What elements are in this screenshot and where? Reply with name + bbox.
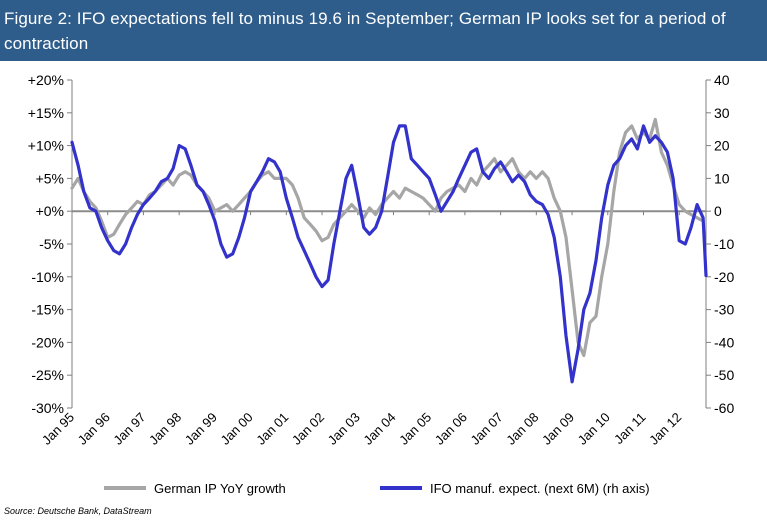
right-tick-label: -50	[714, 367, 734, 383]
x-tick-label: Jan 10	[575, 410, 613, 448]
x-tick-label: Jan 07	[468, 410, 506, 448]
right-tick-label: 30	[714, 105, 730, 121]
x-tick-label: Jan 05	[396, 410, 434, 448]
left-tick-label: -10%	[31, 269, 64, 285]
x-tick-label: Jan 06	[432, 410, 470, 448]
left-tick-label: -25%	[31, 367, 64, 383]
right-tick-label: -60	[714, 400, 734, 416]
x-tick-label: Jan 11	[611, 410, 649, 448]
left-tick-label: +10%	[28, 138, 64, 154]
legend-label: IFO manuf. expect. (next 6M) (rh axis)	[430, 481, 650, 496]
legend-item-german-ip: German IP YoY growth	[104, 481, 286, 496]
left-tick-label: +15%	[28, 105, 64, 121]
right-tick-label: 40	[714, 72, 730, 88]
x-tick-label: Jan 03	[325, 410, 363, 448]
series-line-german-ip	[70, 117, 705, 358]
left-tick-label: +5%	[36, 170, 64, 186]
x-tick-label: Jan 09	[539, 410, 577, 448]
x-tick-label: Jan 99	[182, 410, 220, 448]
right-tick-label: 10	[714, 170, 730, 186]
x-tick-label: Jan 97	[110, 410, 148, 448]
right-tick-label: -20	[714, 269, 734, 285]
x-tick-label: Jan 98	[146, 410, 184, 448]
right-tick-label: 0	[714, 203, 722, 219]
series-line-ifo-expectations	[70, 124, 708, 384]
legend: German IP YoY growth IFO manuf. expect. (…	[104, 481, 650, 496]
x-tick-label: Jan 08	[503, 410, 541, 448]
axes	[67, 79, 711, 409]
x-tick-label: Jan 12	[646, 410, 684, 448]
x-tick-label: Jan 04	[360, 410, 398, 448]
right-tick-label: -40	[714, 334, 734, 350]
legend-item-ifo: IFO manuf. expect. (next 6M) (rh axis)	[380, 481, 650, 496]
left-tick-label: -30%	[31, 400, 64, 416]
chart-title: Figure 2: IFO expectations fell to minus…	[4, 9, 726, 53]
x-tick-label: Jan 00	[217, 410, 255, 448]
x-tick-label: Jan 96	[75, 410, 113, 448]
right-tick-label: -30	[714, 302, 734, 318]
x-tick-label: Jan 02	[289, 410, 327, 448]
right-tick-label: 20	[714, 138, 730, 154]
series-layer	[70, 117, 708, 384]
left-tick-label: +20%	[28, 72, 64, 88]
left-tick-label: +0%	[36, 203, 64, 219]
title-bar: Figure 2: IFO expectations fell to minus…	[0, 0, 767, 61]
x-tick-label: Jan 01	[253, 410, 291, 448]
left-tick-label: -20%	[31, 334, 64, 350]
left-tick-label: -15%	[31, 302, 64, 318]
source-note: Source: Deutsche Bank, DataStream	[4, 506, 152, 516]
right-tick-label: -10	[714, 236, 734, 252]
left-tick-label: -5%	[39, 236, 64, 252]
legend-label: German IP YoY growth	[154, 481, 286, 496]
